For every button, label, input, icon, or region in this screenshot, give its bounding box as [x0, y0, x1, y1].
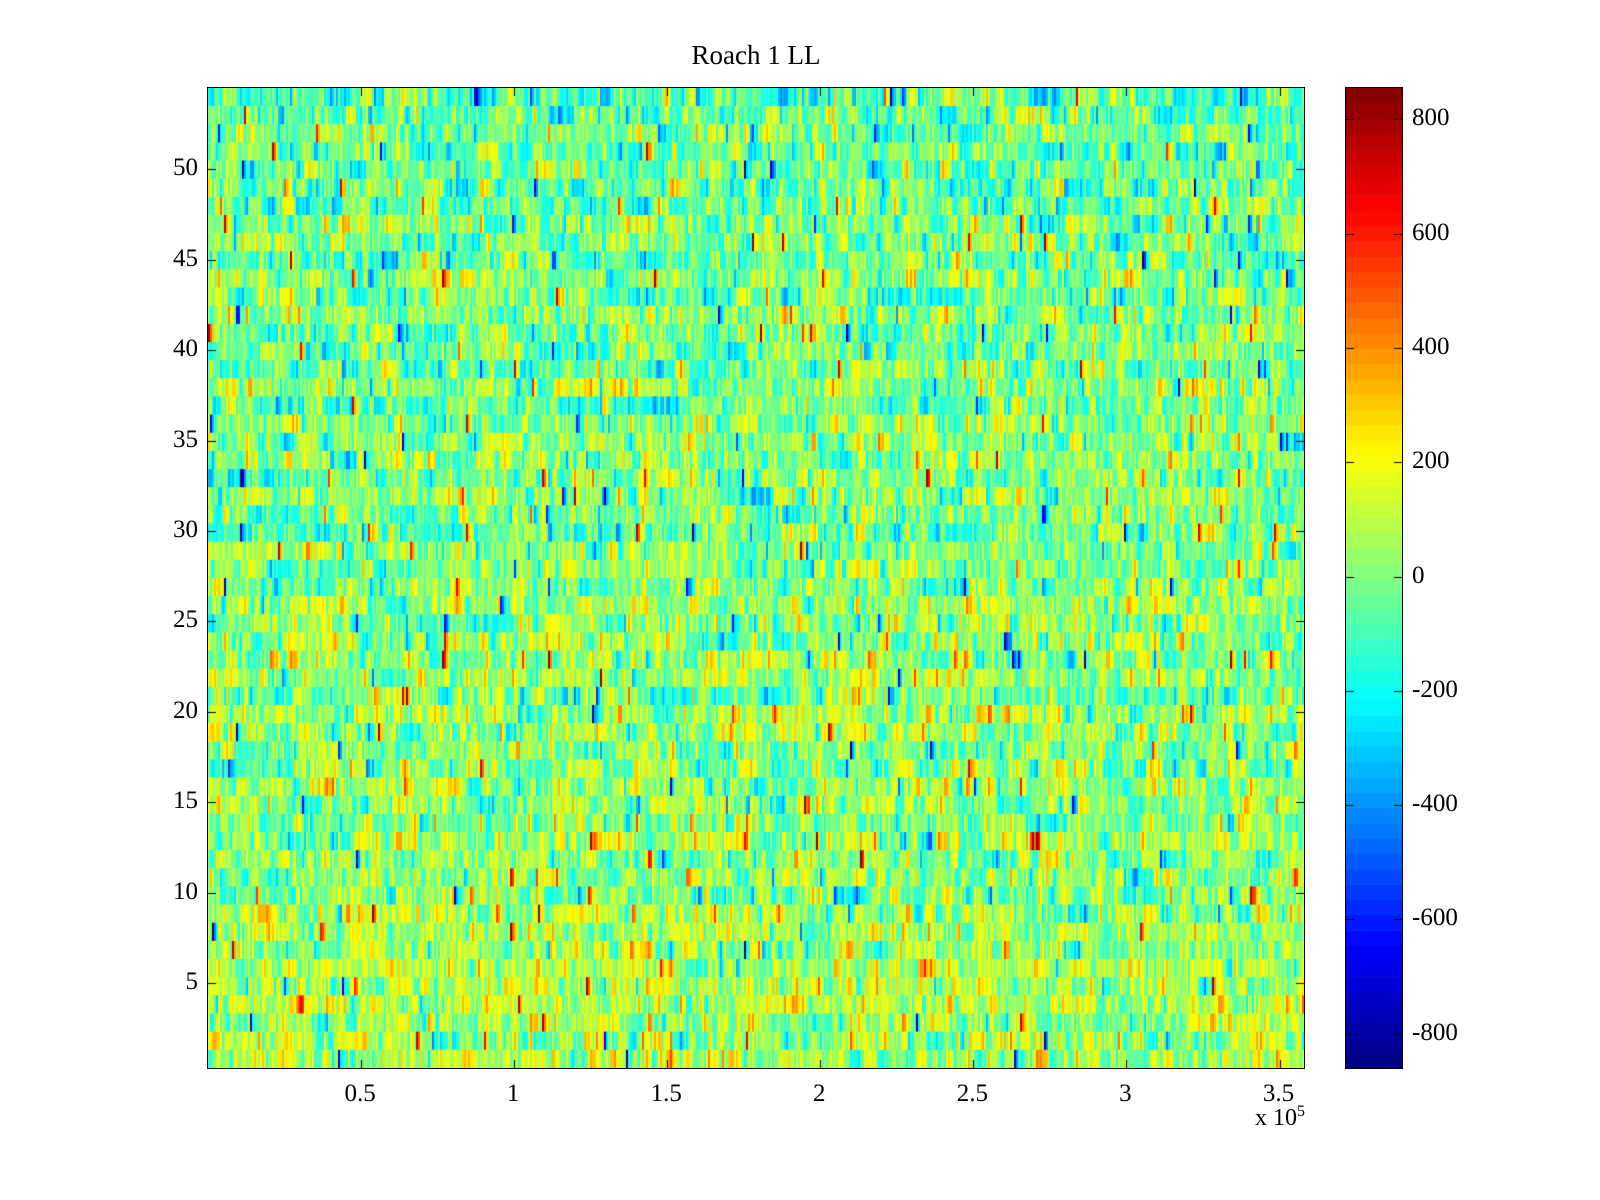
y-tick-label: 45: [173, 244, 198, 272]
y-tick-label: 40: [173, 335, 198, 363]
colorbar-tick-label: -600: [1412, 904, 1458, 932]
colorbar-tick-label: -400: [1412, 790, 1458, 818]
heatmap-plot-area: [207, 87, 1305, 1069]
y-tick-label: 5: [185, 968, 199, 996]
y-tick-label: 20: [173, 696, 198, 724]
colorbar: [1345, 87, 1403, 1069]
y-tick-label: 30: [173, 515, 198, 543]
plot-title: Roach 1 LL: [691, 40, 821, 70]
colorbar-tick-label: 200: [1412, 447, 1450, 475]
colorbar-tick-label: 600: [1412, 218, 1450, 246]
colorbar-tick-label: 800: [1412, 104, 1450, 132]
x-tick-label: 0.5: [344, 1080, 376, 1107]
y-tick-label: 15: [173, 787, 198, 815]
colorbar-tick-label: 0: [1412, 561, 1425, 589]
y-tick-label: 10: [173, 877, 198, 905]
x-exponent-power: 5: [1297, 1103, 1305, 1120]
colorbar-tick-label: -200: [1412, 675, 1458, 703]
x-tick-label: 1.5: [650, 1080, 682, 1107]
x-axis-exponent-label: x 105: [1105, 1103, 1305, 1132]
x-tick-label: 1: [506, 1080, 520, 1107]
x-tick-label: 2.5: [956, 1080, 988, 1107]
colorbar-tick-label: -800: [1412, 1018, 1458, 1046]
x-tick-label: 2: [813, 1080, 826, 1107]
x-tick-label: 3: [1119, 1080, 1132, 1107]
y-tick-label: 50: [173, 154, 198, 182]
x-tick-label: 3.5: [1262, 1080, 1295, 1107]
x-exponent-base: x 10: [1255, 1105, 1297, 1131]
y-tick-label: 35: [173, 425, 198, 453]
colorbar-tick-label: 400: [1412, 333, 1450, 360]
y-tick-label: 25: [173, 606, 198, 634]
